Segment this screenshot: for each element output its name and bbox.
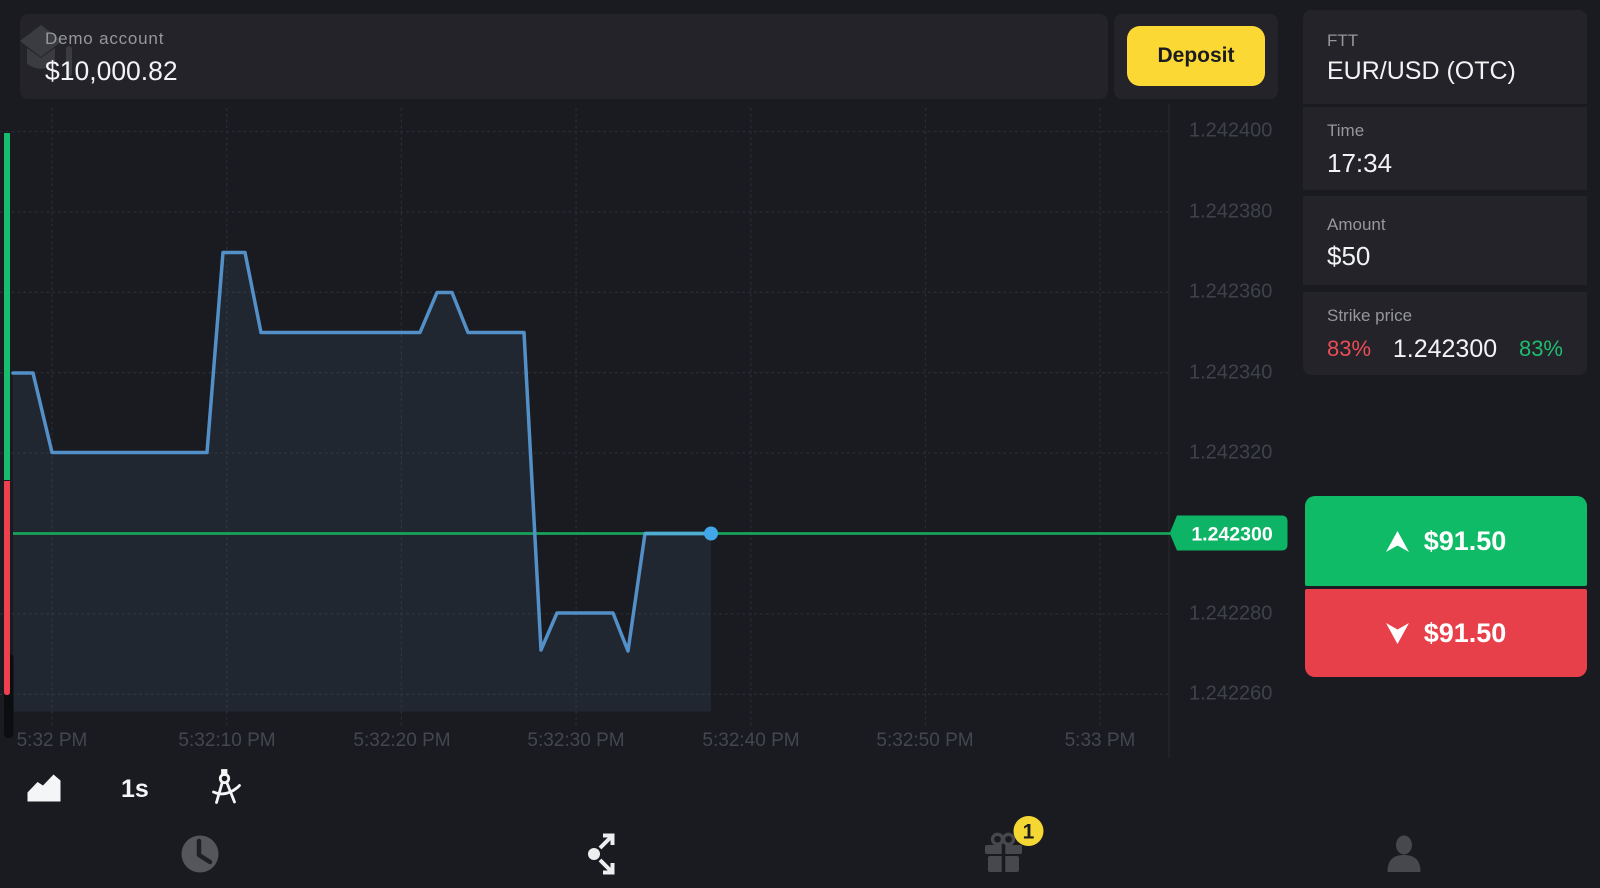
svg-text:1: 1: [1023, 821, 1035, 844]
svg-text:1.242300: 1.242300: [1191, 524, 1272, 546]
